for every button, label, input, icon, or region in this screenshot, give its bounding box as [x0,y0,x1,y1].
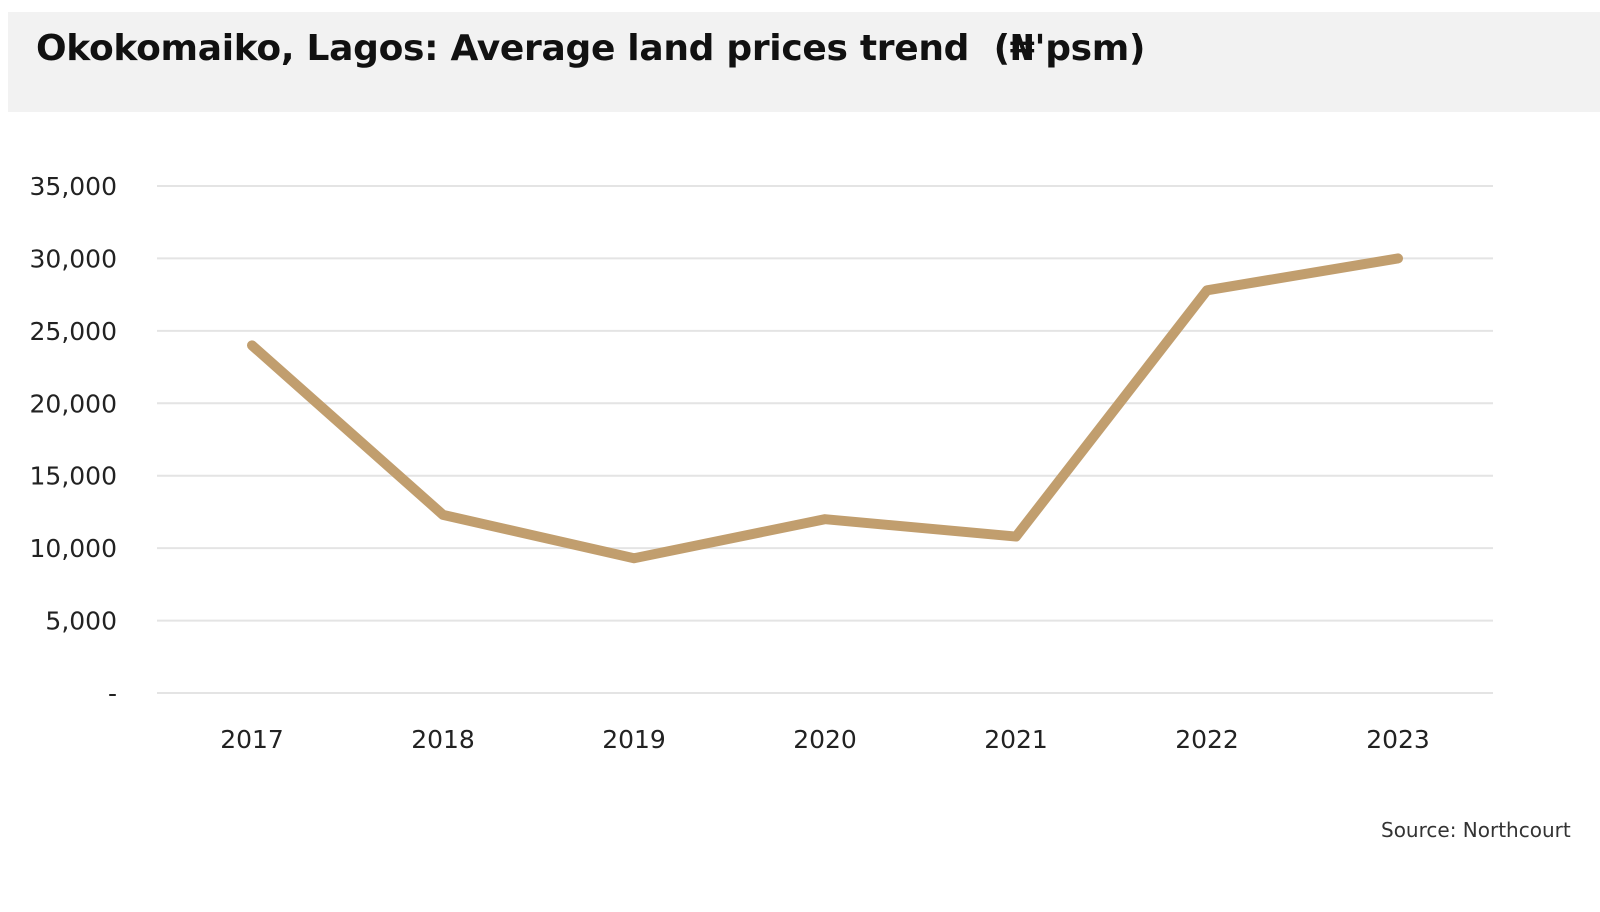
x-tick-label: 2020 [793,725,857,754]
series-line [247,253,1403,564]
series-layer [247,253,1403,564]
y-tick-label: 15,000 [30,462,117,491]
x-tick-label: 2021 [984,725,1048,754]
y-tick-label: 20,000 [30,389,117,418]
x-tick-label: 2023 [1366,725,1430,754]
x-axis-tick-labels: 2017 2018 2019 2020 2021 2022 2023 [220,725,1430,754]
y-tick-label: 25,000 [30,317,117,346]
chart-title-bar [8,12,1600,112]
source-note: Source: Northcourt [1381,818,1571,842]
x-tick-label: 2019 [602,725,666,754]
y-tick-label: - [108,679,117,708]
grid-lines [157,185,1493,694]
y-tick-label: 5,000 [45,607,117,636]
x-tick-label: 2022 [1175,725,1239,754]
x-tick-label: 2018 [411,725,475,754]
x-tick-label: 2017 [220,725,284,754]
y-tick-label: 10,000 [30,534,117,563]
y-axis-tick-labels: - 5,000 10,000 15,000 20,000 25,000 30,000 35,0… [30,172,117,708]
y-tick-label: 30,000 [30,244,117,273]
chart-title: Okokomaiko, Lagos: Average land prices t… [36,28,1146,69]
y-tick-label: 35,000 [30,172,117,201]
